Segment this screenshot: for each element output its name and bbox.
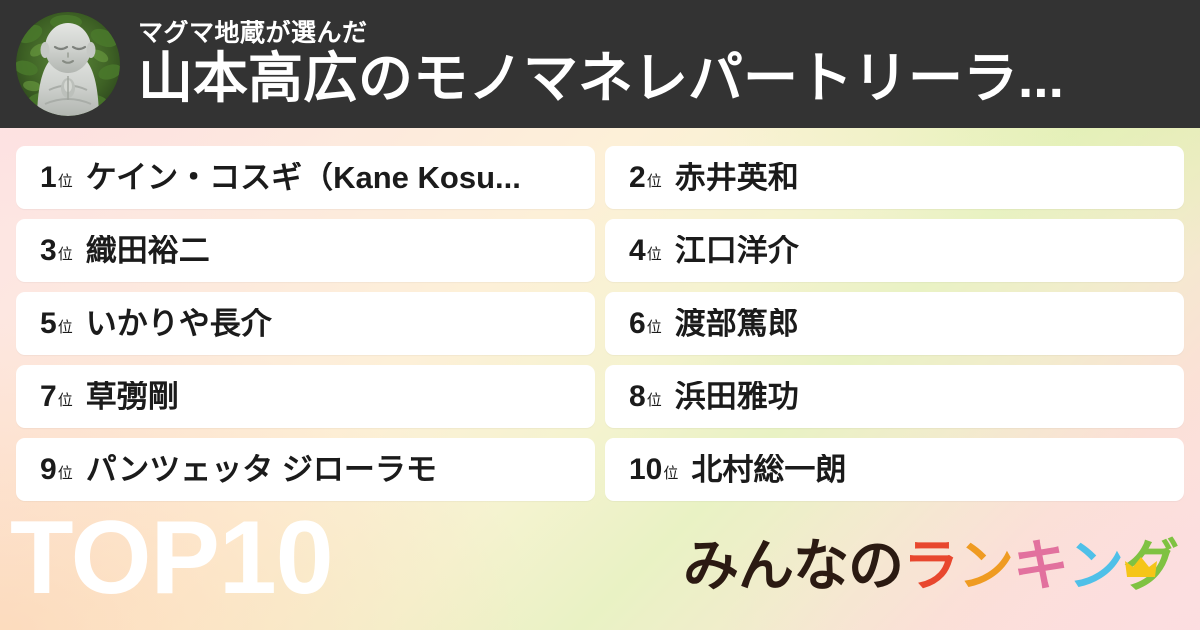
rank-suffix: 位 xyxy=(646,245,662,263)
rank-card[interactable]: 8 位浜田雅功 xyxy=(605,365,1184,428)
rank-number-value: 7 xyxy=(40,379,57,413)
top10-label: TOP10 xyxy=(10,500,334,616)
rank-entry-name: パンツェッタ ジローラモ xyxy=(85,454,437,485)
rank-entry-name: 渡部篤郎 xyxy=(674,308,799,339)
rank-number-value: 8 xyxy=(629,379,646,413)
rank-card[interactable]: 5 位いかりや長介 xyxy=(16,292,595,355)
rank-suffix: 位 xyxy=(57,464,73,482)
ranking-list: 1 位ケイン・コスギ（Kane Kosu... 2 位赤井英和 3 位織田裕二 4 位江口洋介… xyxy=(16,146,1184,501)
logo-text-black: みんなの xyxy=(683,534,904,597)
rank-card[interactable]: 3 位織田裕二 xyxy=(16,219,595,282)
rank-suffix: 位 xyxy=(663,464,679,482)
rank-number: 10 位 xyxy=(629,452,679,486)
header-bar: マグマ地蔵が選んだ 山本高広のモノマネレパートリーラ... xyxy=(0,0,1200,128)
rank-card[interactable]: 1 位ケイン・コスギ（Kane Kosu... xyxy=(16,146,595,209)
rank-suffix: 位 xyxy=(57,172,73,190)
rank-entry-name: 江口洋介 xyxy=(674,235,799,266)
rank-entry-name: 織田裕二 xyxy=(85,235,210,266)
rank-number-value: 9 xyxy=(40,452,57,486)
rank-suffix: 位 xyxy=(646,391,662,409)
logo-char-ra: ラ xyxy=(903,534,959,597)
rank-entry-name: ケイン・コスギ（Kane Kosu... xyxy=(85,162,521,193)
rank-entry-name: 草彅剛 xyxy=(85,381,179,412)
rank-entry-name: 北村総一朗 xyxy=(691,454,847,485)
minna-no-ranking-logo[interactable]: みんなのランキング xyxy=(683,534,1179,597)
avatar xyxy=(16,12,120,116)
page-title: 山本高広のモノマネレパートリーラ... xyxy=(138,48,1064,109)
rank-card[interactable]: 6 位渡部篤郎 xyxy=(605,292,1184,355)
header-text-block: マグマ地蔵が選んだ 山本高広のモノマネレパートリーラ... xyxy=(138,20,1200,108)
crown-icon xyxy=(1125,557,1157,577)
logo-char-n2: ン xyxy=(1068,534,1124,597)
rank-suffix: 位 xyxy=(57,318,73,336)
rank-entry-name: いかりや長介 xyxy=(85,308,272,339)
rank-number-value: 3 xyxy=(40,233,57,267)
rank-card[interactable]: 4 位江口洋介 xyxy=(605,219,1184,282)
rank-number-value: 10 xyxy=(629,452,663,486)
jizo-statue-image xyxy=(16,12,120,116)
logo-char-n1: ン xyxy=(958,534,1014,597)
logo-char-ki: キ xyxy=(1013,534,1069,597)
rank-card[interactable]: 2 位赤井英和 xyxy=(605,146,1184,209)
rank-entry-name: 浜田雅功 xyxy=(674,381,799,412)
rank-number-value: 6 xyxy=(629,306,646,340)
rank-entry-name: 赤井英和 xyxy=(674,162,799,193)
header-subtitle: マグマ地蔵が選んだ xyxy=(138,19,368,47)
rank-number-value: 4 xyxy=(629,233,646,267)
rank-number-value: 1 xyxy=(40,160,57,194)
rank-suffix: 位 xyxy=(646,318,662,336)
rank-number-value: 5 xyxy=(40,306,57,340)
rank-card[interactable]: 7 位草彅剛 xyxy=(16,365,595,428)
rank-suffix: 位 xyxy=(57,391,73,409)
rank-suffix: 位 xyxy=(57,245,73,263)
rank-suffix: 位 xyxy=(646,172,662,190)
footer: TOP10 みんなのランキング xyxy=(0,506,1200,630)
rank-card[interactable]: 9 位パンツェッタ ジローラモ xyxy=(16,438,595,501)
rank-number-value: 2 xyxy=(629,160,646,194)
rank-card[interactable]: 10 位北村総一朗 xyxy=(605,438,1184,501)
